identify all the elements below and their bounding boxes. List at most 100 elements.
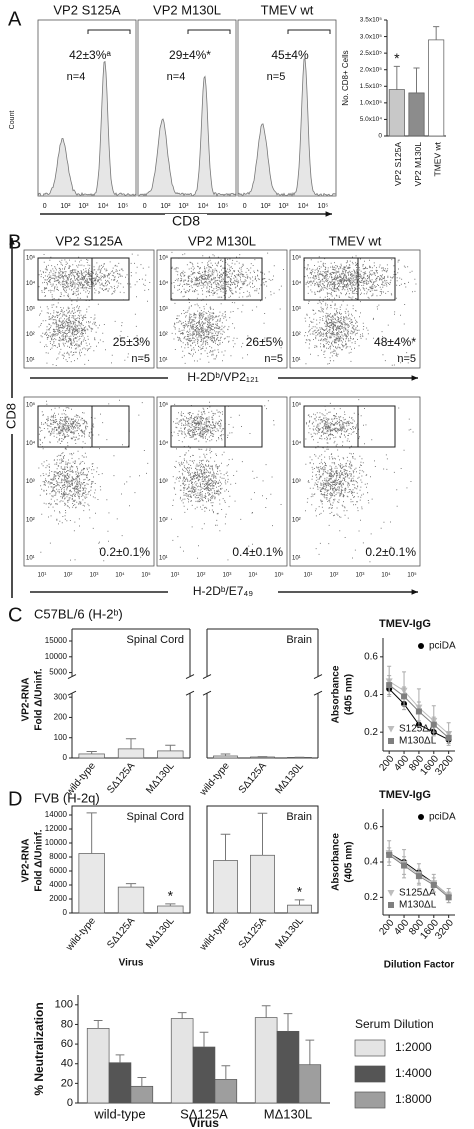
y-tick-label: 10⁴ xyxy=(159,280,169,287)
histogram-frame xyxy=(37,19,137,197)
y-axis-label: (405 nm) xyxy=(344,674,355,715)
y-tick-label: 10⁴ xyxy=(292,440,302,447)
chart-subtitle: Brain xyxy=(286,634,312,646)
y-tick-label: 60 xyxy=(61,1038,73,1050)
n-label: n=5 xyxy=(397,353,416,365)
point xyxy=(430,881,437,888)
point xyxy=(430,721,437,728)
bar xyxy=(192,1046,216,1104)
percent-label: 0.2±0.1% xyxy=(365,545,416,559)
legend-label: 1:4000 xyxy=(395,1066,432,1080)
legend-label: pciDA xyxy=(429,641,456,652)
y-tick-label: 5.0x10⁴ xyxy=(360,116,383,123)
y-tick-label: 10³ xyxy=(159,479,168,485)
axis-break xyxy=(67,690,77,696)
plot-frame xyxy=(23,249,155,369)
y-tick-label: 10² xyxy=(159,332,168,338)
label-bg xyxy=(168,584,278,600)
gate xyxy=(303,257,396,301)
error-bar xyxy=(86,812,97,854)
point xyxy=(401,862,408,869)
legend-swatch xyxy=(354,1065,386,1083)
percent-label: 25±3% xyxy=(113,335,151,349)
x-tick-label: 0 xyxy=(243,203,247,210)
y-tick-label: 20 xyxy=(61,1077,73,1089)
significance-mark: * xyxy=(297,884,303,900)
x-tick-label: 10² xyxy=(160,203,171,210)
y-tick-label: 12000 xyxy=(45,824,68,833)
bar xyxy=(213,860,238,914)
axis-break xyxy=(185,674,195,680)
y-tick-label: 0.4 xyxy=(364,857,378,868)
label-bg xyxy=(168,370,278,386)
point xyxy=(415,708,422,715)
y-tick-label: 10¹ xyxy=(292,358,301,364)
point xyxy=(415,873,422,880)
error-bar xyxy=(115,1054,125,1063)
bar xyxy=(78,753,105,759)
x-tick-label: 10² xyxy=(330,573,339,579)
x-tick-label: 10⁵ xyxy=(274,572,284,579)
chart-subtitle: Spinal Cord xyxy=(127,634,184,646)
y-tick-label: 10³ xyxy=(26,307,35,313)
bar xyxy=(250,854,275,914)
y-tick-label: 6000 xyxy=(49,866,67,875)
y-tick-label: 10⁵ xyxy=(26,255,36,262)
y-tick-label: 10² xyxy=(159,517,168,523)
error-bar xyxy=(165,903,176,906)
n-label: n=5 xyxy=(264,353,283,365)
bar xyxy=(287,904,312,914)
bar xyxy=(117,886,145,914)
y-tick-label: 10⁵ xyxy=(292,402,302,409)
x-tick-label: 10² xyxy=(197,573,206,579)
percent-label: 42±3%ᵃ xyxy=(69,48,111,62)
y-tick-label: 10³ xyxy=(26,479,35,485)
x-tick-label: 10² xyxy=(260,203,271,210)
legend-label: 1:8000 xyxy=(395,1092,432,1106)
error-bar xyxy=(413,67,420,93)
y-tick-label: 0 xyxy=(63,753,68,762)
y-axis-label: (405 nm) xyxy=(344,841,355,882)
error-bar xyxy=(86,751,97,754)
y-axis-label: CD8 xyxy=(3,403,18,429)
panel-label: C xyxy=(8,604,22,626)
y-tick-label: 10¹ xyxy=(159,556,168,562)
legend-label: S125ΔA xyxy=(399,724,436,735)
y-tick-label: 10⁴ xyxy=(26,280,36,287)
y-axis-label: No. CD8+ Cells xyxy=(341,50,350,105)
percent-label: 0.2±0.1% xyxy=(99,545,150,559)
x-axis-label: H-2Dᵇ/VP2₁₂₁ xyxy=(187,370,258,384)
significance-mark: * xyxy=(168,888,174,904)
chart-title: TMEV-IgG xyxy=(379,618,431,630)
x-tick-label: 10³ xyxy=(223,573,232,579)
histogram xyxy=(237,58,337,198)
y-tick-label: 10⁴ xyxy=(26,440,36,447)
bar xyxy=(276,1030,300,1104)
x-tick-label: 10¹ xyxy=(171,573,180,579)
error-bar xyxy=(125,883,137,888)
axis-break xyxy=(185,690,195,696)
error-bar xyxy=(294,899,305,906)
error-bar xyxy=(137,1076,147,1087)
legend-title: Serum Dilution xyxy=(355,1017,434,1031)
percent-label: 0.4±0.1% xyxy=(232,545,283,559)
histogram-title: VP2 S125A xyxy=(53,2,121,17)
point xyxy=(386,851,393,858)
x-tick-label: 10⁵ xyxy=(407,572,417,579)
y-axis-label: Fold Δ/Uninf. xyxy=(34,829,45,891)
error-bar xyxy=(257,812,268,856)
y-tick-label: 0.6 xyxy=(364,651,378,662)
x-tick-label: 10³ xyxy=(178,203,189,210)
x-tick-label: 10⁴ xyxy=(115,572,125,579)
axis-break xyxy=(202,690,212,696)
gate xyxy=(170,257,263,301)
x-tick-label: 10² xyxy=(64,573,73,579)
cell-dots xyxy=(305,399,414,563)
y-tick-label: 0 xyxy=(63,908,68,917)
histogram-title: VP2 M130L xyxy=(153,2,221,17)
chart-title: TMEV-IgG xyxy=(379,789,431,801)
legend-marker xyxy=(387,890,395,897)
bar xyxy=(157,905,184,914)
error-bar xyxy=(177,1012,187,1019)
cell-dots xyxy=(38,399,149,562)
